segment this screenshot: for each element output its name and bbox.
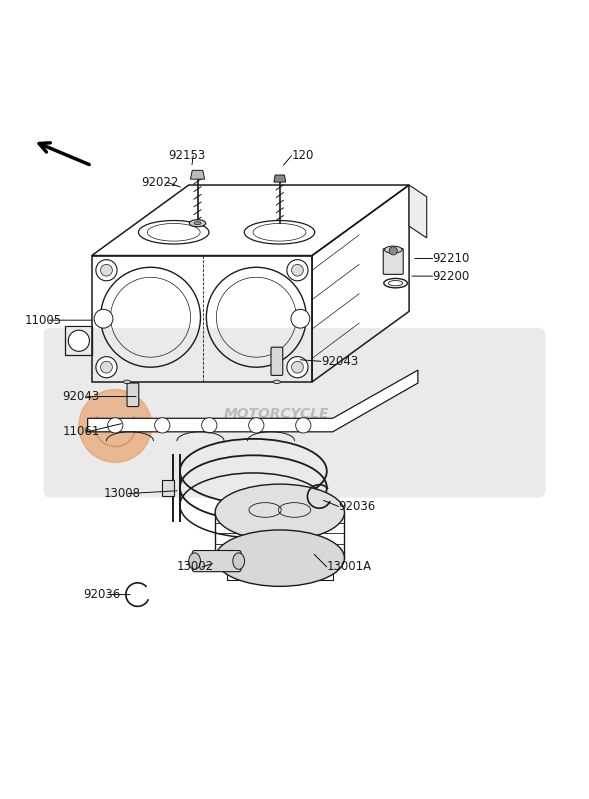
Polygon shape	[190, 170, 204, 179]
Circle shape	[96, 260, 117, 280]
Circle shape	[155, 418, 170, 433]
Text: MOTORCYCLE: MOTORCYCLE	[224, 407, 329, 420]
Polygon shape	[409, 185, 426, 238]
Text: 13002: 13002	[177, 560, 214, 574]
Ellipse shape	[273, 380, 280, 384]
Ellipse shape	[194, 222, 201, 225]
Text: 92153: 92153	[168, 149, 206, 162]
Text: 120: 120	[292, 149, 314, 162]
Circle shape	[101, 361, 112, 373]
FancyBboxPatch shape	[163, 480, 174, 496]
Ellipse shape	[215, 484, 345, 541]
Circle shape	[96, 356, 117, 378]
Circle shape	[101, 264, 112, 276]
Text: SPARE  PARTS: SPARE PARTS	[224, 424, 311, 434]
Circle shape	[94, 309, 113, 328]
Circle shape	[292, 361, 303, 373]
Ellipse shape	[124, 380, 131, 384]
Text: 13008: 13008	[104, 487, 141, 500]
Circle shape	[389, 247, 398, 255]
Text: 13001A: 13001A	[327, 560, 372, 574]
Ellipse shape	[385, 246, 402, 253]
Circle shape	[79, 389, 152, 463]
Text: 11061: 11061	[62, 425, 100, 439]
Circle shape	[287, 356, 308, 378]
FancyBboxPatch shape	[271, 348, 283, 376]
Circle shape	[108, 418, 123, 433]
Text: 92200: 92200	[432, 269, 470, 283]
Ellipse shape	[188, 553, 200, 570]
FancyBboxPatch shape	[44, 328, 545, 498]
Ellipse shape	[189, 220, 206, 227]
Text: 92210: 92210	[432, 252, 470, 265]
Polygon shape	[88, 370, 418, 431]
Text: 92036: 92036	[339, 500, 376, 513]
Circle shape	[249, 418, 264, 433]
Circle shape	[201, 418, 217, 433]
Ellipse shape	[233, 553, 244, 570]
Ellipse shape	[215, 530, 345, 586]
Text: 11005: 11005	[24, 314, 61, 327]
Text: MSP: MSP	[103, 421, 127, 431]
Circle shape	[296, 418, 311, 433]
Circle shape	[292, 264, 303, 276]
Circle shape	[68, 330, 90, 352]
Text: 92043: 92043	[62, 390, 100, 403]
Circle shape	[287, 260, 308, 280]
FancyBboxPatch shape	[192, 551, 241, 571]
Text: 92036: 92036	[83, 588, 120, 601]
Circle shape	[291, 309, 310, 328]
FancyBboxPatch shape	[127, 383, 139, 407]
Polygon shape	[274, 175, 286, 182]
FancyBboxPatch shape	[383, 248, 403, 274]
Text: 92022: 92022	[142, 176, 179, 189]
Text: 92043: 92043	[321, 355, 358, 368]
